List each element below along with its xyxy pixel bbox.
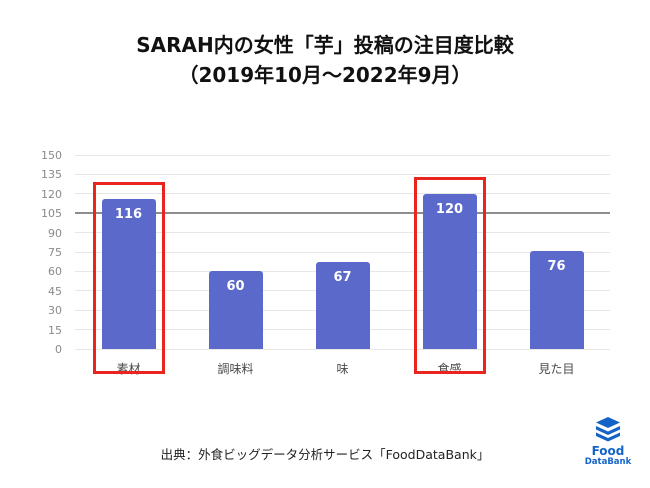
bar-value-0: 116 xyxy=(114,206,143,222)
chart-title: SARAH内の女性「芋」投稿の注目度比較 （2019年10月〜2022年9月） xyxy=(0,30,650,90)
source-text: 出典：外食ビッグデータ分析サービス「FoodDataBank」 xyxy=(160,447,490,462)
y-tick-label: 105 xyxy=(41,207,62,221)
logo-text-databank: DataBank xyxy=(584,457,632,468)
bar-value-2: 67 xyxy=(333,270,352,286)
bar-3 xyxy=(422,193,477,349)
highlight-box-3 xyxy=(413,176,486,374)
category-label-4: 見た目 xyxy=(538,362,575,376)
y-tick-label: 150 xyxy=(41,149,62,162)
bar-4 xyxy=(529,250,584,349)
y-tick-label: 60 xyxy=(48,265,62,279)
fooddatabank-logo: Food DataBank xyxy=(580,416,636,468)
stacked-layers-icon xyxy=(596,417,620,442)
gridline xyxy=(75,232,610,234)
y-tick-label: 15 xyxy=(48,323,62,337)
gridline xyxy=(75,251,610,253)
bar-1 xyxy=(208,271,263,349)
gridline xyxy=(75,154,610,156)
y-tick-label: 45 xyxy=(48,284,62,298)
category-label-1: 調味料 xyxy=(217,362,254,376)
logo-text-food: Food xyxy=(591,444,625,458)
bar-0 xyxy=(101,198,156,349)
chart-title-line2: （2019年10月〜2022年9月） xyxy=(178,63,472,87)
reference-line xyxy=(75,212,610,215)
bar-value-3: 120 xyxy=(435,201,464,217)
y-tick-label: 0 xyxy=(55,343,62,356)
bar-value-1: 60 xyxy=(226,279,245,295)
gridline xyxy=(75,348,610,350)
gridline xyxy=(75,173,610,175)
gridline xyxy=(75,193,610,195)
bar-2 xyxy=(315,262,370,349)
y-tick-label: 120 xyxy=(41,187,62,201)
y-tick-label: 75 xyxy=(48,246,62,259)
y-tick-label: 135 xyxy=(41,168,62,182)
y-tick-label: 30 xyxy=(48,304,62,318)
bar-value-4: 76 xyxy=(547,258,566,274)
chart-title-line1: SARAH内の女性「芋」投稿の注目度比較 xyxy=(136,33,514,57)
category-label-2: 味 xyxy=(336,362,349,376)
y-tick-label: 90 xyxy=(48,226,62,240)
highlight-box-0 xyxy=(92,181,165,374)
